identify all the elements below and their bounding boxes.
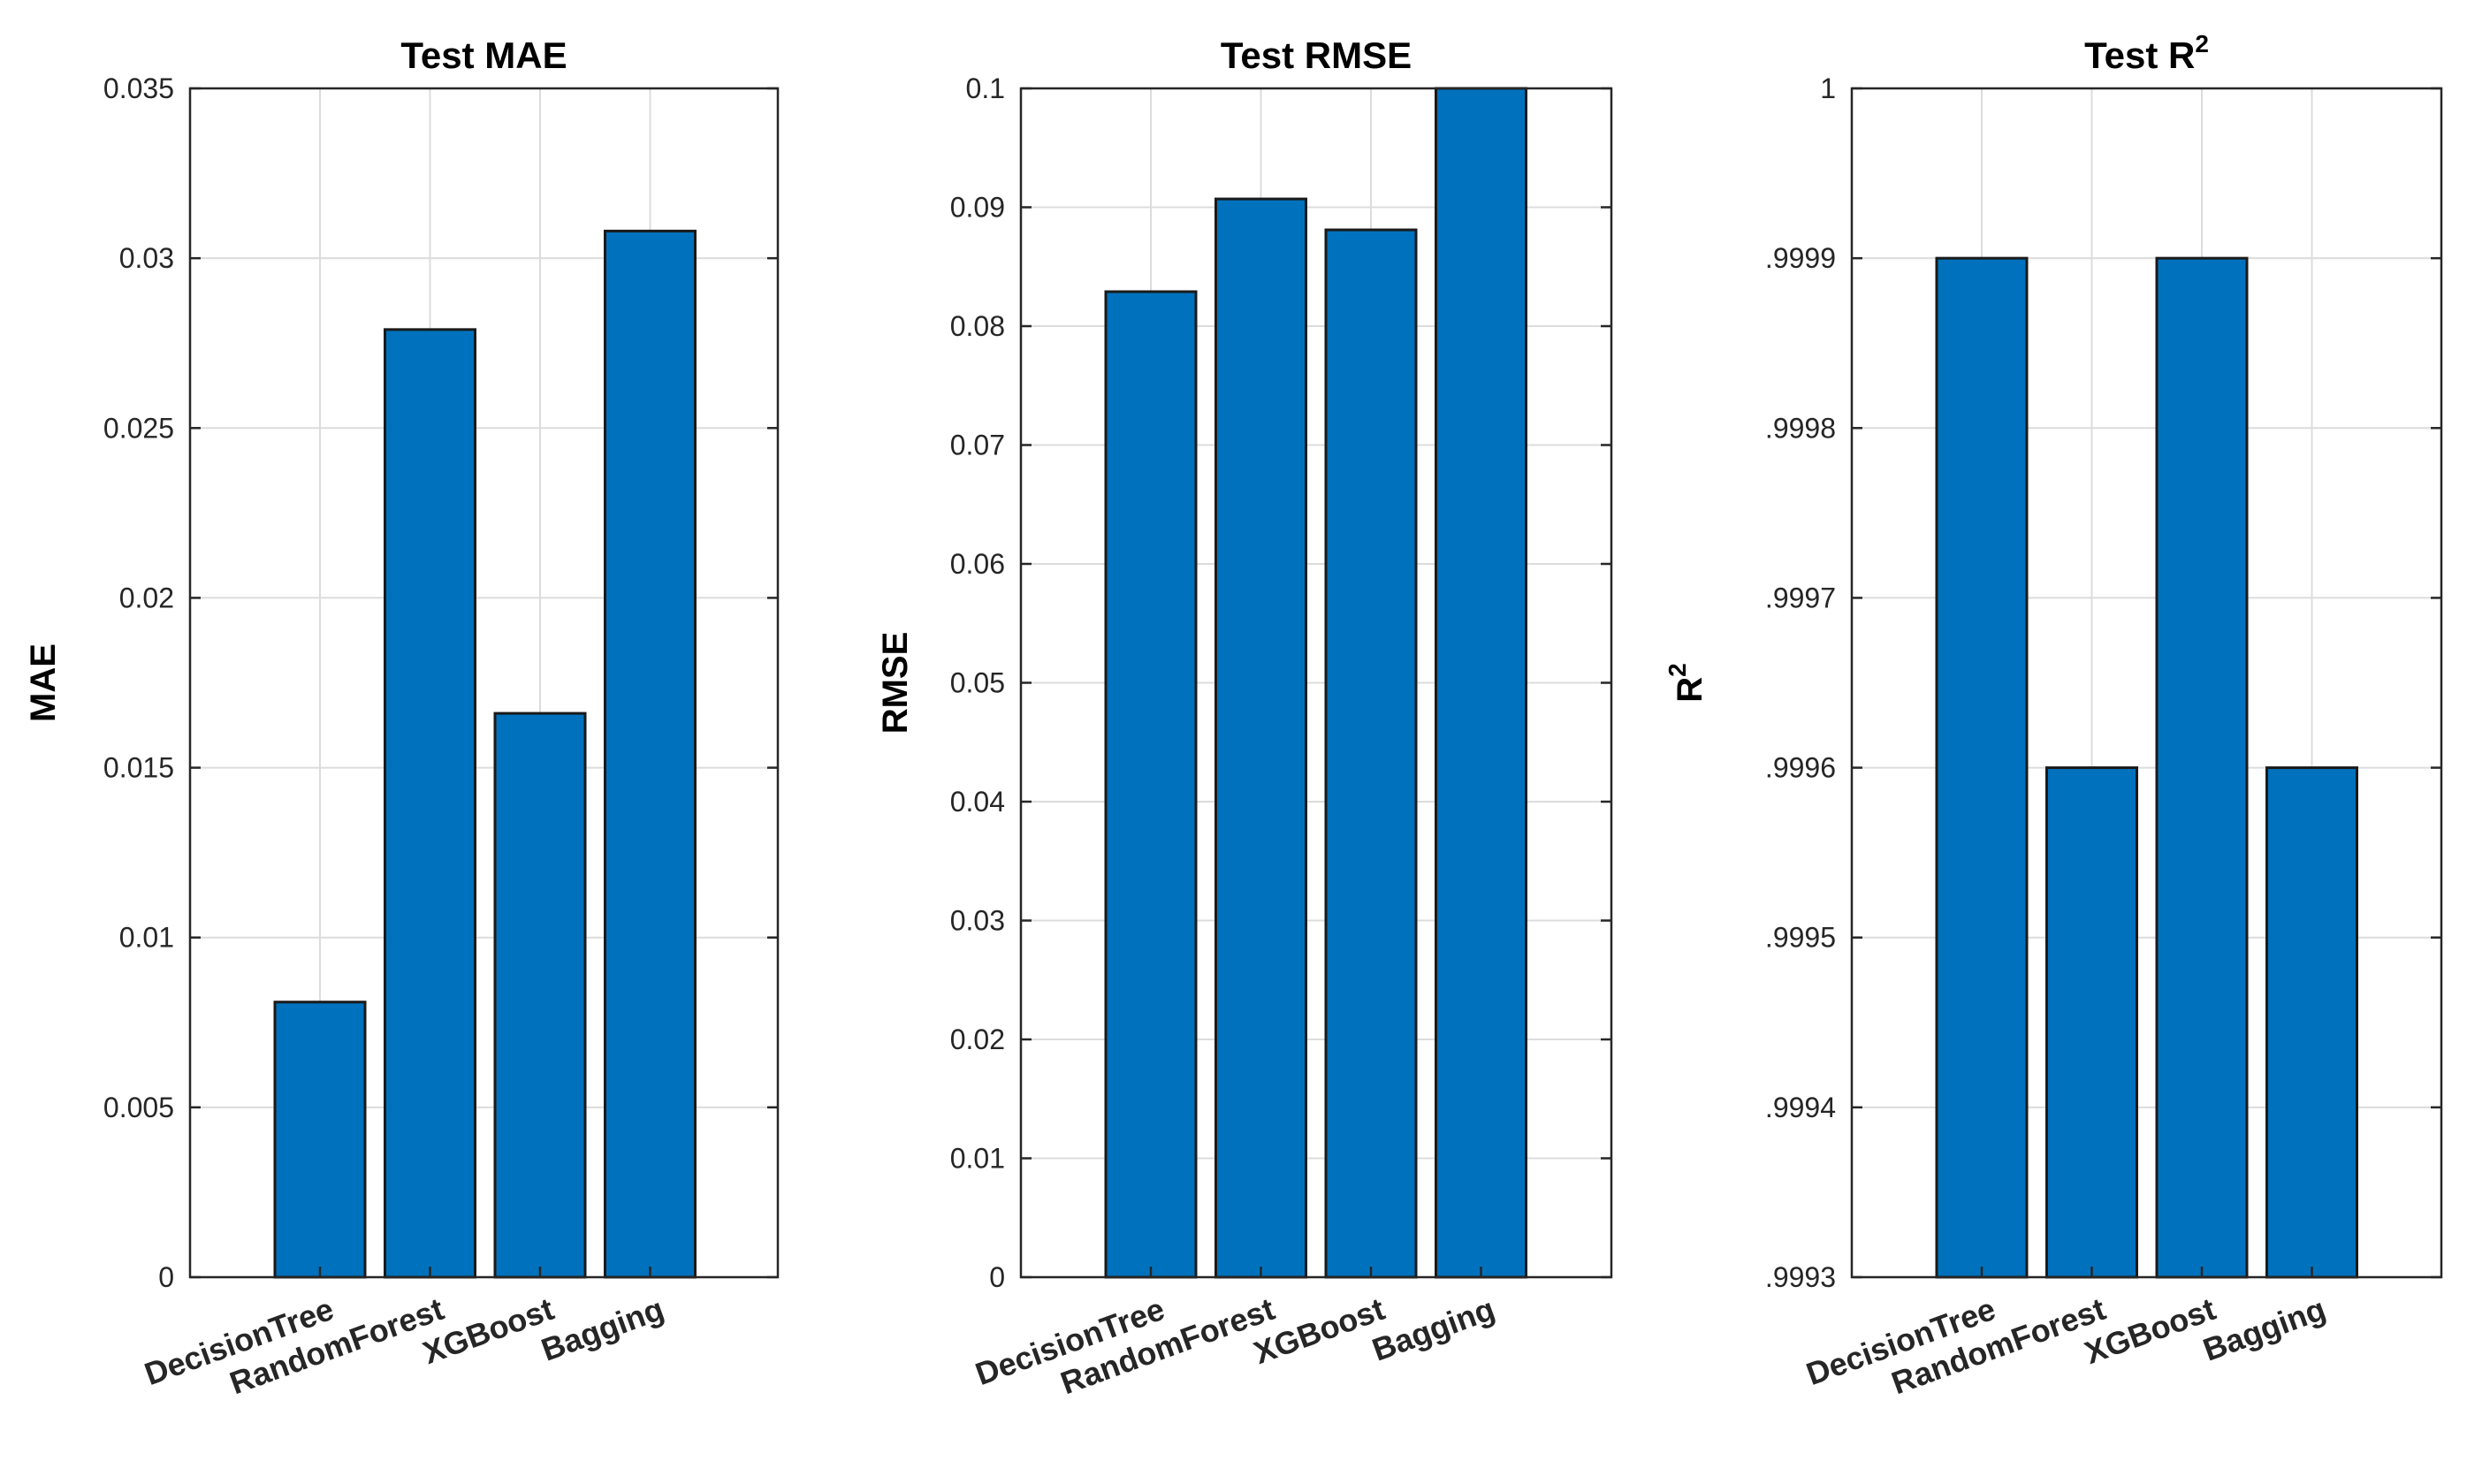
y-tick-label: .9998 bbox=[1765, 412, 1836, 444]
y-tick-label: .9993 bbox=[1765, 1261, 1836, 1293]
y-tick-label: 0.09 bbox=[950, 192, 1005, 224]
y-tick-label: 0.025 bbox=[103, 412, 174, 444]
axes-box bbox=[1850, 87, 2443, 1279]
chart-title-superscript: 2 bbox=[2195, 30, 2209, 57]
y-tick-label: 0 bbox=[989, 1261, 1005, 1293]
bar-decisiontree bbox=[273, 1001, 367, 1279]
bar-bagging bbox=[604, 229, 697, 1279]
bar-randomforest bbox=[2045, 766, 2138, 1279]
bar-xgboost bbox=[2155, 256, 2249, 1279]
bar-bagging bbox=[1435, 87, 1527, 1279]
y-axis-label: MAE bbox=[24, 643, 63, 722]
y-tick-label: 0.05 bbox=[950, 667, 1005, 699]
chart-title: Test RMSE bbox=[1221, 34, 1412, 76]
y-tick-label: 0.1 bbox=[966, 72, 1005, 104]
y-tick-label: 1 bbox=[1820, 72, 1836, 104]
y-tick-label: 0 bbox=[158, 1261, 174, 1293]
y-axis-label-superscript: 2 bbox=[1664, 663, 1691, 677]
y-axis-label: RMSE bbox=[876, 632, 915, 734]
y-tick-label: 0.01 bbox=[950, 1143, 1005, 1175]
charts-layer: 00.0050.010.0150.020.0250.030.035Decisio… bbox=[24, 30, 2443, 1401]
y-tick-label: 0.03 bbox=[119, 242, 174, 274]
y-tick-label: 0.01 bbox=[119, 922, 174, 954]
bar-bagging bbox=[2265, 766, 2358, 1279]
chart-title: Test MAE bbox=[400, 34, 567, 76]
bar-decisiontree bbox=[1935, 256, 2029, 1279]
y-tick-label: 0.02 bbox=[950, 1024, 1005, 1055]
bar-randomforest bbox=[1214, 197, 1307, 1279]
y-tick-label: 0.015 bbox=[103, 752, 174, 784]
y-tick-label: .9999 bbox=[1765, 242, 1836, 274]
chart-panel-1: 00.0050.010.0150.020.0250.030.035Decisio… bbox=[24, 34, 780, 1401]
y-tick-label: 0.04 bbox=[950, 786, 1005, 818]
y-tick-label: 0.06 bbox=[950, 548, 1005, 580]
y-tick-label: 0.005 bbox=[103, 1092, 174, 1123]
y-tick-label: 0.08 bbox=[950, 310, 1005, 342]
bar-decisiontree bbox=[1104, 290, 1198, 1279]
y-tick-label: .9996 bbox=[1765, 752, 1836, 784]
y-tick-label: 0.03 bbox=[950, 905, 1005, 937]
chart-panel-2: 0 0.01 0.02 0.03 0.04 0.05 0.06 0.07 0.08 0.09 0.1… bbox=[876, 34, 1613, 1401]
chart-panel-3: .9993.9994.9995.9996.9997.9998.99991Deci… bbox=[1664, 30, 2443, 1401]
y-tick-label: .9995 bbox=[1765, 922, 1836, 954]
axes-box bbox=[188, 87, 780, 1279]
y-tick-label: .9994 bbox=[1765, 1092, 1836, 1123]
y-tick-label: 0.02 bbox=[119, 582, 174, 613]
bar-xgboost bbox=[1324, 228, 1418, 1279]
bar-xgboost bbox=[493, 712, 587, 1279]
y-tick-label: .9997 bbox=[1765, 582, 1836, 613]
y-tick-label: 0.035 bbox=[103, 72, 174, 104]
bar-randomforest bbox=[384, 328, 476, 1279]
y-tick-label: 0.07 bbox=[950, 430, 1005, 461]
chart-title: Test R2 bbox=[2084, 30, 2209, 76]
